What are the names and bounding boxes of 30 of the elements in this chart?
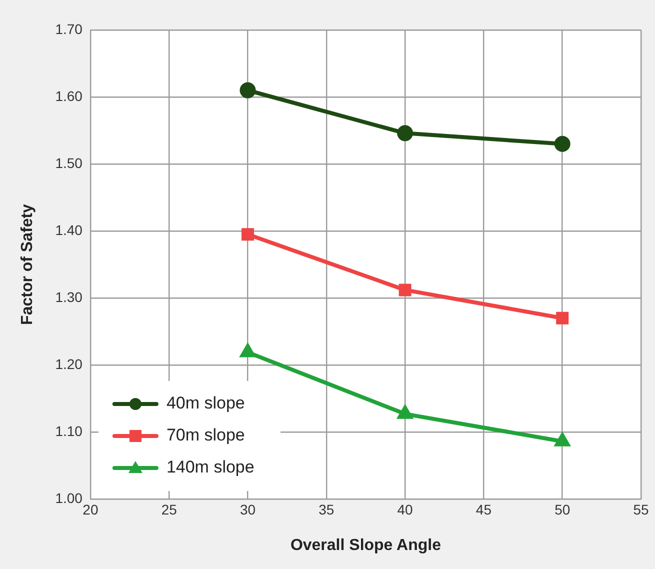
x-tick-label: 50 — [554, 501, 570, 518]
point — [556, 312, 569, 324]
x-tick-label: 30 — [240, 501, 256, 518]
x-tick-label: 25 — [161, 501, 178, 518]
point — [240, 344, 255, 358]
y-tick-label: 1.70 — [55, 20, 83, 37]
point — [555, 433, 570, 446]
legend-label: 140m slope — [166, 458, 254, 477]
y-tick-label: 1.60 — [55, 88, 83, 104]
y-axis-title: Factor of Safety — [19, 204, 36, 325]
y-tick-label: 1.10 — [55, 422, 83, 439]
x-tick-label: 55 — [633, 501, 649, 518]
x-tick-label: 20 — [82, 501, 98, 518]
point — [240, 82, 256, 98]
y-tick-label: 1.40 — [55, 222, 83, 238]
y-tick-label: 1.20 — [55, 356, 83, 372]
x-tick-label: 35 — [318, 501, 334, 518]
legend-label: 70m slope — [166, 426, 245, 445]
x-axis-title: Overall Slope Angle — [290, 536, 442, 554]
point — [242, 228, 254, 241]
y-tick-label: 1.30 — [55, 288, 83, 305]
y-tick-label: 1.00 — [55, 490, 83, 506]
y-tick-label: 1.50 — [55, 154, 83, 171]
point — [397, 125, 414, 142]
point — [398, 406, 412, 419]
x-tick-label: 45 — [476, 501, 492, 518]
legend-label: 40m slope — [166, 394, 245, 413]
point — [398, 284, 412, 296]
point — [554, 136, 570, 152]
x-tick-label: 40 — [397, 501, 414, 518]
